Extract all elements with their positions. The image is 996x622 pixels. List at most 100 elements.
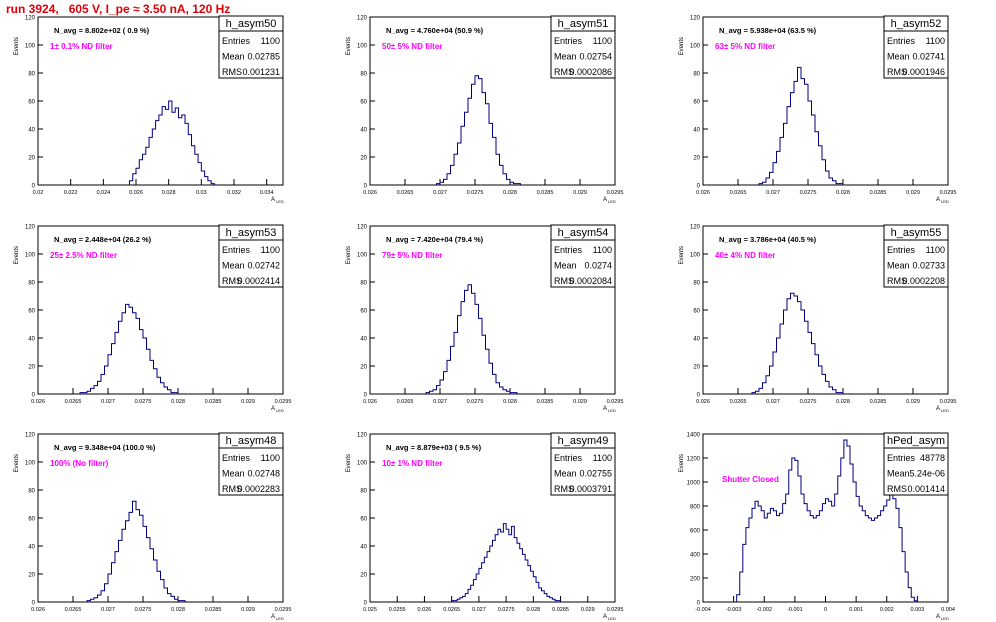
x-axis-label-subscript: LED: [941, 408, 949, 413]
x-tick-label: 0.004: [941, 607, 955, 613]
y-tick-label: 60: [360, 517, 367, 523]
y-tick-label: 600: [690, 529, 701, 535]
x-tick-label: 0.0285: [205, 399, 222, 405]
x-tick-label: 0.026: [418, 607, 432, 613]
x-tick-label: 0.029: [241, 399, 255, 405]
x-tick-label: 0.028: [503, 190, 517, 196]
stat-value: 0.001231: [242, 67, 280, 77]
x-axis-label: A: [271, 197, 275, 203]
y-tick-label: 0: [364, 184, 368, 190]
filter-annotation: 10± 1% ND filter: [382, 459, 442, 468]
y-tick-label: 20: [28, 365, 35, 371]
y-tick-label: 0: [32, 601, 36, 607]
x-tick-label: 0.028: [836, 190, 850, 196]
x-axis-label: A: [271, 614, 275, 620]
y-tick-label: 100: [357, 253, 368, 259]
histogram-bins: [436, 75, 521, 185]
x-tick-label: 0.022: [64, 190, 78, 196]
x-axis-label-subscript: LED: [608, 408, 616, 413]
stat-label: Entries: [554, 453, 583, 463]
y-tick-label: 0: [32, 184, 36, 190]
histogram-bins: [79, 303, 179, 394]
histogram-name: h_asym55: [891, 227, 942, 239]
histogram-bins: [86, 500, 186, 602]
x-tick-label: 0.0285: [205, 607, 222, 613]
histogram-bins: [425, 284, 518, 394]
y-tick-label: 100: [690, 44, 701, 50]
y-tick-label: 1000: [687, 481, 701, 487]
y-tick-label: 80: [360, 489, 367, 495]
stat-value: 0.0001946: [902, 67, 945, 77]
stat-label: Entries: [887, 453, 916, 463]
x-axis-label: A: [936, 614, 940, 620]
stat-value: 0.02748: [247, 469, 280, 479]
x-tick-label: 0.029: [906, 190, 920, 196]
stat-label: Mean: [554, 469, 577, 479]
stat-label: RMS: [554, 484, 574, 494]
y-tick-label: 1400: [687, 433, 701, 439]
y-tick-label: 60: [693, 309, 700, 315]
y-tick-label: 200: [690, 577, 701, 583]
histogram-panel-h_asym51: 0 20 40 60 80 100 120 0.026 0.0265 0.027 0.0275 0.0…: [346, 15, 623, 204]
navg-label: N_avg = 5.938e+04 (63.5 %): [719, 26, 817, 35]
stat-value: 0.02742: [247, 261, 280, 271]
histogram-name: h_asym49: [558, 435, 609, 447]
stat-value: 5.24e-06: [909, 469, 945, 479]
y-tick-label: 400: [690, 553, 701, 559]
stats-box: h_asym49 Entries 1100 Mean 0.02755 RMS0.00037…: [550, 432, 616, 496]
filter-annotation: 63± 5% ND filter: [715, 42, 775, 51]
stat-value: 0.0002414: [237, 276, 280, 286]
x-tick-label: 0.034: [260, 190, 274, 196]
stats-box-frame: [218, 224, 284, 288]
y-tick-label: 100: [25, 253, 36, 259]
x-axis-label-subscript: LED: [608, 616, 616, 621]
x-tick-label: 0.0295: [607, 607, 624, 613]
x-tick-label: 0.026: [696, 399, 710, 405]
x-tick-label: 0.029: [573, 190, 587, 196]
stat-value: 0.0274: [584, 261, 612, 271]
stats-box: h_asym54 Entries 1100 Mean 0.0274 RMS0.000208…: [550, 224, 616, 288]
x-tick-label: 0.0285: [870, 399, 887, 405]
filter-annotation: Shutter Closed: [722, 475, 779, 484]
x-tick-label: 0.0265: [730, 399, 747, 405]
filter-annotation: 25± 2.5% ND filter: [50, 251, 117, 260]
y-tick-label: 100: [25, 461, 36, 467]
x-tick-label: 0.028: [503, 399, 517, 405]
x-tick-label: 0.032: [227, 190, 241, 196]
y-tick-label: 40: [28, 128, 35, 134]
x-tick-label: 0.029: [573, 399, 587, 405]
filter-annotation: 40± 4% ND filter: [715, 251, 775, 260]
y-tick-label: 0: [364, 393, 368, 399]
y-tick-label: 60: [360, 100, 367, 106]
filter-annotation: 1± 0.1% ND filter: [50, 42, 113, 51]
x-tick-label: 0.0265: [397, 399, 414, 405]
histogram-name: h_asym53: [226, 227, 277, 239]
stat-label: RMS: [222, 276, 242, 286]
x-axis-label-subscript: LED: [941, 199, 949, 204]
stat-label: Entries: [222, 245, 251, 255]
stats-box: h_asym51 Entries 1100 Mean 0.02754 RMS0.00020…: [550, 15, 616, 79]
y-tick-label: 800: [690, 505, 701, 511]
stats-box: h_asym48 Entries 1100 Mean 0.02748 RMS0.00022…: [218, 432, 284, 496]
x-tick-label: 0.0275: [498, 607, 515, 613]
x-tick-label: 0.029: [241, 607, 255, 613]
y-tick-label: 80: [360, 281, 367, 287]
stat-label: Mean: [222, 469, 245, 479]
stats-box-frame: [218, 432, 284, 496]
y-tick-label: 100: [690, 253, 701, 259]
y-tick-label: 0: [697, 601, 701, 607]
navg-label: N_avg = 2.448e+04 (26.2 %): [54, 235, 152, 244]
stat-value: 0.0002208: [902, 276, 945, 286]
histogram-name: hPed_asym: [887, 435, 945, 447]
x-tick-label: 0.0285: [552, 607, 569, 613]
x-tick-label: 0.02: [33, 190, 44, 196]
x-tick-label: 0.0265: [443, 607, 460, 613]
histogram-panel-h_asym53: 0 20 40 60 80 100 120 0.026 0.0265 0.027 0.0275 0.0…: [14, 224, 291, 413]
y-tick-label: 120: [690, 16, 701, 22]
stats-box: h_asym50 Entries 1100 Mean 0.02785 RMS 0.00123…: [218, 15, 284, 79]
stat-value: 0.02741: [912, 52, 945, 62]
stat-value: 1100: [261, 453, 280, 463]
stat-label: RMS: [887, 67, 907, 77]
x-tick-label: 0.0295: [940, 399, 957, 405]
y-tick-label: 40: [693, 128, 700, 134]
